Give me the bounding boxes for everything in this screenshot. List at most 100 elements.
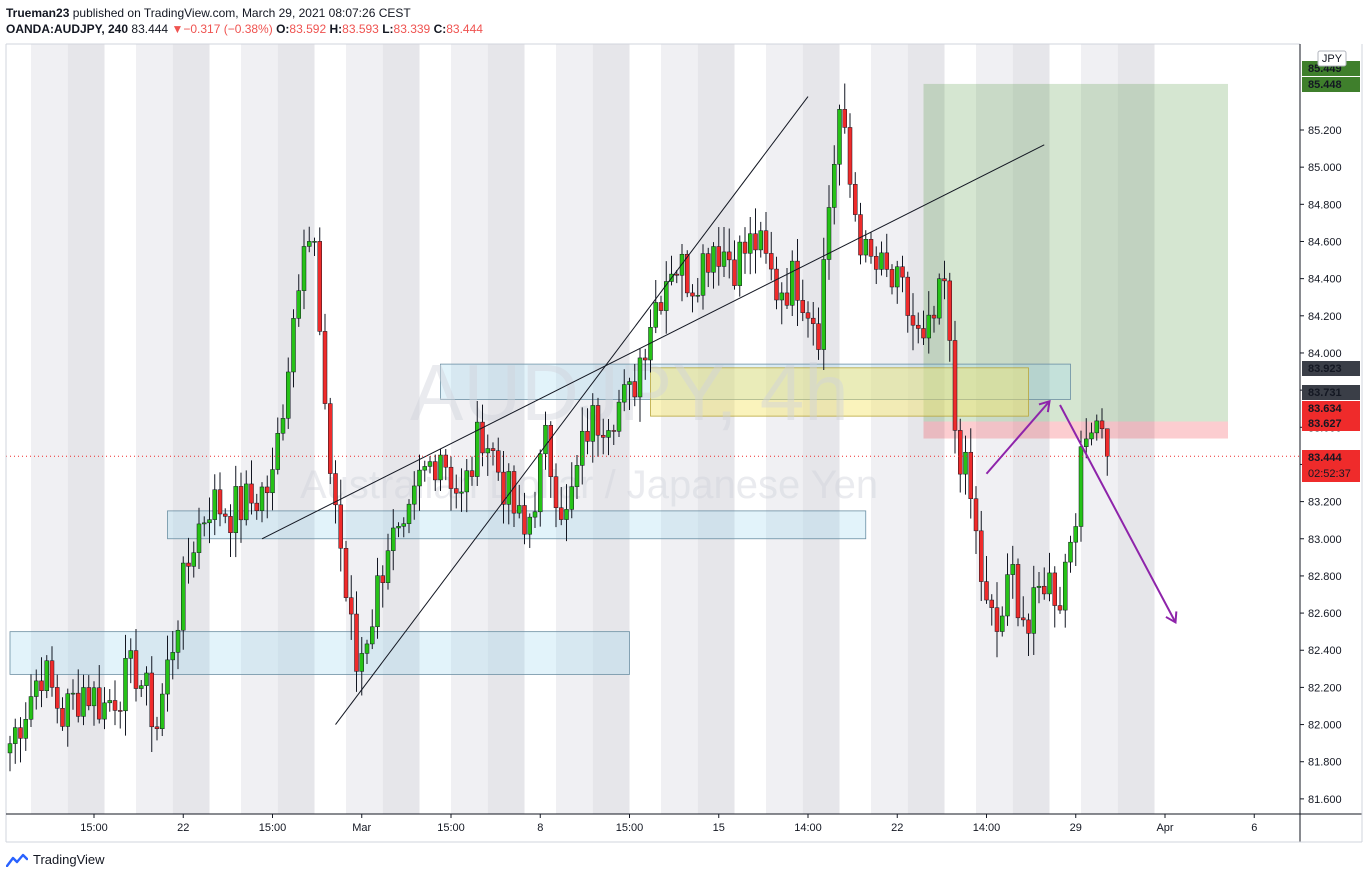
session-band — [172, 44, 210, 814]
time-tick-label: 29 — [1070, 822, 1082, 834]
candle — [816, 307, 821, 360]
candle — [170, 631, 175, 680]
candle — [364, 639, 370, 665]
candle — [522, 492, 527, 545]
price-label-value: 85.448 — [1308, 79, 1342, 91]
candle — [81, 674, 86, 726]
candle-body — [742, 241, 748, 254]
candle — [611, 424, 616, 445]
tradingview-logo-icon[interactable] — [6, 853, 28, 867]
candle-body — [858, 214, 863, 256]
candle-body — [889, 269, 895, 288]
time-tick-label: 15:00 — [259, 822, 287, 834]
candle-body — [175, 629, 181, 653]
candle-body — [721, 251, 727, 267]
candle — [874, 246, 879, 285]
session-band — [346, 44, 383, 814]
session-band — [661, 44, 698, 814]
candle-body — [443, 454, 448, 468]
author-name[interactable]: Trueman23 — [6, 6, 70, 20]
candle — [370, 609, 375, 650]
candle-body — [1089, 432, 1094, 440]
symbol-name[interactable]: OANDA:AUDJPY, 240 — [6, 22, 129, 36]
candle — [65, 688, 70, 747]
candle-body — [585, 431, 590, 442]
session-band — [382, 44, 420, 814]
candle-body — [811, 317, 816, 324]
candle — [417, 454, 422, 511]
candle — [349, 575, 354, 640]
currency-badge[interactable]: JPY — [1317, 50, 1347, 67]
candle — [259, 482, 265, 523]
candle — [265, 475, 270, 519]
candle — [805, 301, 811, 338]
candle — [343, 540, 349, 602]
candle — [926, 291, 931, 354]
position-stop-zone[interactable] — [923, 421, 1229, 439]
high-value: 83.593 — [342, 22, 379, 36]
candle — [622, 369, 627, 412]
candle-body — [133, 650, 139, 689]
candle — [737, 235, 742, 297]
candle — [202, 516, 207, 537]
candle-body — [800, 300, 805, 313]
candle-body — [569, 486, 574, 510]
currency-label: JPY — [1322, 53, 1343, 65]
candle-body — [97, 687, 102, 720]
candle-body — [837, 109, 842, 165]
candle-body — [779, 292, 784, 301]
change-down-icon: ▼ — [171, 22, 184, 36]
price-tick-label: 82.200 — [1308, 682, 1342, 694]
candle — [832, 145, 837, 225]
candle-body — [895, 266, 900, 288]
time-axis[interactable]: 15:00 22 15:00 Mar 15:00 8 15:00 15 14:00 22 14:00… — [80, 814, 1257, 834]
candle — [270, 447, 275, 511]
channel-line — [335, 96, 809, 725]
candle-body — [307, 241, 312, 247]
candle-body — [601, 434, 606, 438]
candle-body — [44, 660, 49, 691]
candle-body — [553, 476, 559, 509]
candle-body — [39, 680, 44, 691]
projection-arrows — [985, 399, 1178, 625]
candle — [853, 172, 858, 222]
candle-body — [590, 405, 595, 442]
candle — [212, 474, 217, 536]
candle-body — [291, 318, 296, 373]
candle-body — [1036, 585, 1042, 588]
candle-body — [396, 526, 401, 529]
candle-body — [333, 473, 338, 506]
candle-body — [370, 626, 375, 645]
session-band — [487, 44, 525, 814]
candle — [758, 221, 763, 258]
candlestick-series — [7, 83, 1110, 772]
candle-body — [490, 448, 496, 451]
candle — [123, 634, 128, 736]
candle-body — [842, 109, 847, 128]
candle — [727, 228, 732, 279]
candle-body — [863, 239, 868, 256]
bar-countdown: 02:52:37 — [1308, 468, 1351, 480]
candle — [165, 635, 170, 712]
candle — [154, 716, 160, 741]
candle — [406, 499, 412, 534]
candle-body — [700, 253, 706, 296]
candle — [706, 247, 711, 288]
position-target-zone[interactable] — [923, 83, 1229, 422]
low-label: L: — [382, 22, 394, 36]
candle-body — [475, 421, 480, 477]
session-band — [556, 44, 593, 814]
candle — [233, 465, 238, 558]
candle — [443, 449, 448, 481]
footer-brand[interactable]: TradingView — [33, 852, 105, 867]
candle-body — [244, 483, 249, 521]
candle-body — [154, 726, 160, 730]
candle-body — [34, 680, 39, 697]
candle — [128, 638, 133, 684]
candle-body — [233, 486, 238, 534]
candle — [91, 681, 97, 726]
candle — [496, 437, 501, 481]
watermark-description: Australian Dollar / Japanese Yen — [300, 463, 878, 507]
candle — [1084, 418, 1089, 459]
